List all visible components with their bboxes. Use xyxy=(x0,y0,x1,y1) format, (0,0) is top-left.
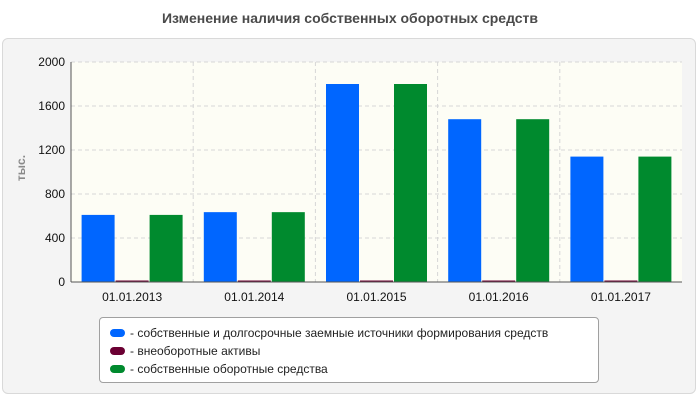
legend-label: - собственные и долгосрочные заемные ист… xyxy=(130,326,549,340)
bar xyxy=(203,212,237,282)
x-tick-label: 01.01.2016 xyxy=(469,290,529,304)
legend-item: - собственные оборотные средства xyxy=(110,360,598,378)
x-tick-label: 01.01.2015 xyxy=(346,290,406,304)
y-tick-label: 1200 xyxy=(38,143,65,157)
y-tick-label: 800 xyxy=(45,187,65,201)
legend-swatch xyxy=(110,365,125,373)
axes xyxy=(70,62,682,283)
bar xyxy=(604,280,638,282)
bar xyxy=(237,280,271,282)
bar xyxy=(271,212,305,282)
bar xyxy=(326,84,359,282)
y-tick-label: 0 xyxy=(58,275,65,289)
y-tick-label: 1600 xyxy=(38,99,65,113)
bar xyxy=(516,119,550,282)
bar xyxy=(81,214,115,282)
legend-item: - собственные и долгосрочные заемные ист… xyxy=(110,324,598,342)
legend: - собственные и долгосрочные заемные ист… xyxy=(99,317,599,383)
bar xyxy=(394,84,427,282)
legend-swatch xyxy=(110,329,125,337)
bar xyxy=(360,280,393,282)
y-tick-labels: 0 400 800 1200 1600 2000 xyxy=(38,55,65,289)
legend-label: - собственные оборотные средства xyxy=(130,362,328,376)
bar xyxy=(570,156,604,282)
x-tick-label: 01.01.2014 xyxy=(224,290,284,304)
x-tick-label: 01.01.2013 xyxy=(102,290,162,304)
bar xyxy=(482,280,516,282)
bar xyxy=(149,214,183,282)
y-tick-label: 2000 xyxy=(38,55,65,69)
x-tick-labels: 01.01.2013 01.01.2014 01.01.2015 01.01.2016… xyxy=(102,290,651,304)
y-tick-label: 400 xyxy=(45,231,65,245)
legend-swatch xyxy=(110,347,125,355)
bars xyxy=(81,84,672,282)
bar xyxy=(638,156,672,282)
y-axis-label: тыс. xyxy=(14,155,28,181)
chart-title: Изменение наличия собственных оборотных … xyxy=(161,10,539,26)
x-tick-label: 01.01.2017 xyxy=(591,290,651,304)
legend-label: - внеоборотные активы xyxy=(130,344,261,358)
bar xyxy=(448,119,482,282)
legend-item: - внеоборотные активы xyxy=(110,342,598,360)
bar xyxy=(115,280,149,282)
